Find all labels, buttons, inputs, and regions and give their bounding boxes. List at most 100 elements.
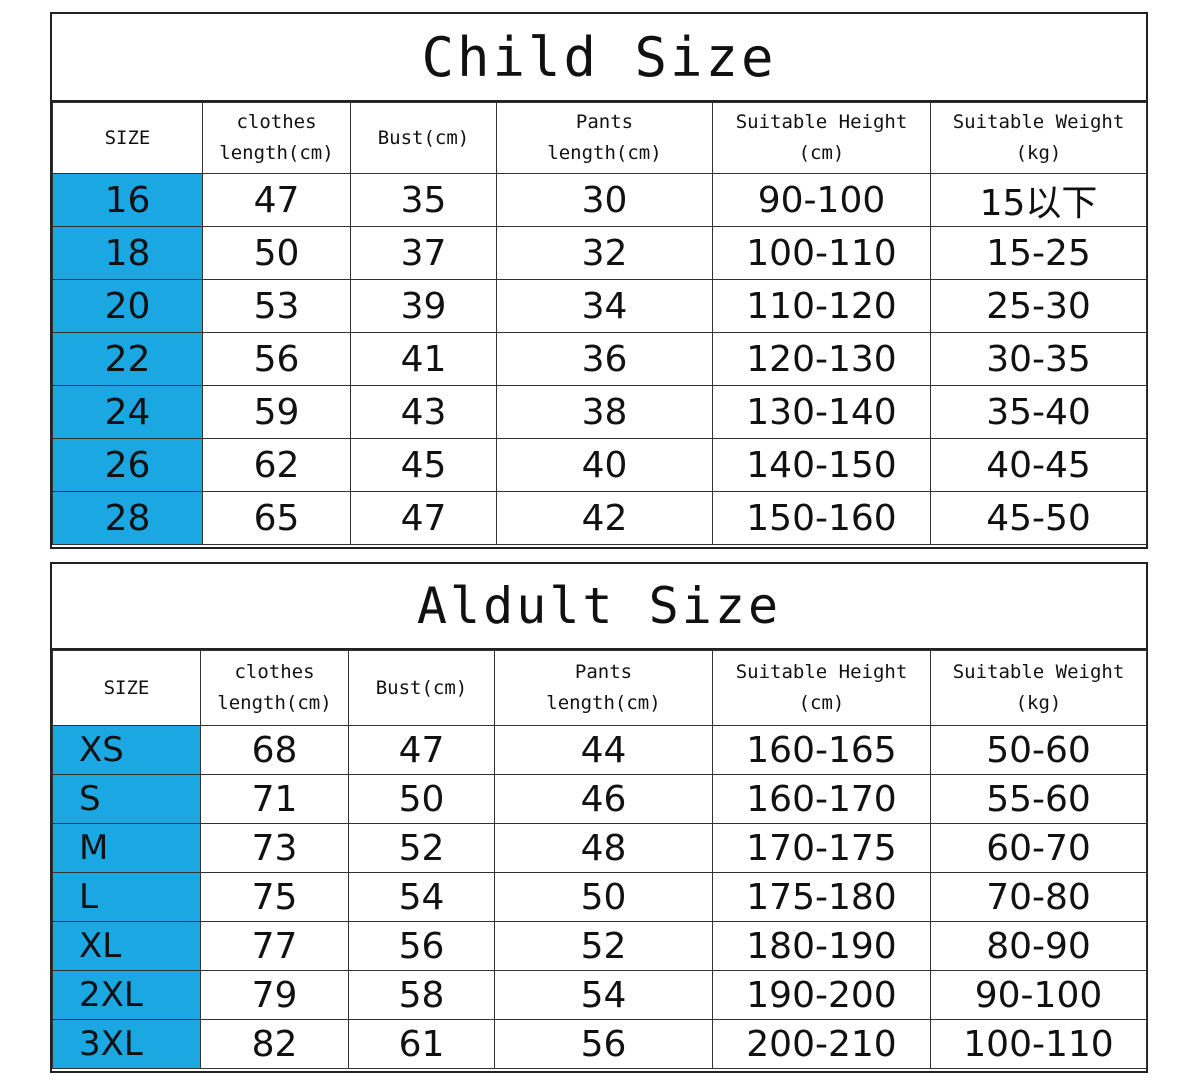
header-suitable-weight: Suitable Weight (kg): [930, 102, 1147, 174]
size-cell: 26: [52, 438, 203, 492]
weight-cell: 70-80: [930, 872, 1147, 922]
table-row: L 75 54 50 175-180 70-80: [52, 872, 1147, 922]
weight-cell: 80-90: [930, 921, 1147, 971]
adult-size-title: Aldult Size: [52, 564, 1146, 650]
bust-cell: 47: [348, 725, 495, 775]
weight-cell: 35-40: [930, 385, 1147, 439]
header-suitable-weight: Suitable Weight (kg): [930, 650, 1147, 726]
bust-cell: 58: [348, 970, 495, 1020]
child-size-table: SIZE clothes length(cm) Bust(cm) Pants l…: [52, 102, 1147, 545]
child-header-row: SIZE clothes length(cm) Bust(cm) Pants l…: [52, 102, 1147, 174]
size-cell: 2XL: [52, 970, 201, 1020]
size-cell: 18: [52, 226, 203, 280]
bust-cell: 61: [348, 1019, 495, 1069]
size-cell: 16: [52, 173, 203, 227]
bust-cell: 50: [348, 774, 495, 824]
pants-length-cell: 44: [494, 725, 713, 775]
adult-size-panel: Aldult Size SIZE clothes length(cm) Bust…: [50, 562, 1148, 1073]
weight-cell: 100-110: [930, 1019, 1147, 1069]
table-row: 18 50 37 32 100-110 15-25: [52, 226, 1147, 280]
table-row: 26 62 45 40 140-150 40-45: [52, 438, 1147, 492]
adult-header-row: SIZE clothes length(cm) Bust(cm) Pants l…: [52, 650, 1147, 726]
size-cell: XL: [52, 921, 201, 971]
size-cell: 3XL: [52, 1019, 201, 1069]
table-row: 16 47 35 30 90-100 15以下: [52, 173, 1147, 227]
pants-length-cell: 36: [496, 332, 713, 386]
height-cell: 190-200: [712, 970, 931, 1020]
height-cell: 160-170: [712, 774, 931, 824]
adult-size-table: SIZE clothes length(cm) Bust(cm) Pants l…: [52, 650, 1147, 1069]
header-bust: Bust(cm): [350, 102, 497, 174]
bust-cell: 37: [350, 226, 497, 280]
clothes-length-cell: 75: [200, 872, 349, 922]
header-pants-length: Pants length(cm): [494, 650, 713, 726]
clothes-length-cell: 82: [200, 1019, 349, 1069]
pants-length-cell: 42: [496, 491, 713, 545]
weight-cell: 55-60: [930, 774, 1147, 824]
height-cell: 130-140: [712, 385, 931, 439]
height-cell: 140-150: [712, 438, 931, 492]
height-cell: 100-110: [712, 226, 931, 280]
pants-length-cell: 48: [494, 823, 713, 873]
height-cell: 90-100: [712, 173, 931, 227]
size-cell: 24: [52, 385, 203, 439]
clothes-length-cell: 65: [202, 491, 351, 545]
pants-length-cell: 46: [494, 774, 713, 824]
table-row: M 73 52 48 170-175 60-70: [52, 823, 1147, 873]
bust-cell: 39: [350, 279, 497, 333]
bust-cell: 43: [350, 385, 497, 439]
child-table-body: 16 47 35 30 90-100 15以下 18 50 37 32 100-110 15-25 20…: [52, 173, 1147, 545]
height-cell: 160-165: [712, 725, 931, 775]
weight-cell: 45-50: [930, 491, 1147, 545]
header-pants-length: Pants length(cm): [496, 102, 713, 174]
height-cell: 175-180: [712, 872, 931, 922]
pants-length-cell: 40: [496, 438, 713, 492]
bust-cell: 54: [348, 872, 495, 922]
pants-length-cell: 32: [496, 226, 713, 280]
table-row: S 71 50 46 160-170 55-60: [52, 774, 1147, 824]
table-row: XS 68 47 44 160-165 50-60: [52, 725, 1147, 775]
table-row: 2XL 79 58 54 190-200 90-100: [52, 970, 1147, 1020]
weight-cell: 40-45: [930, 438, 1147, 492]
size-cell: 20: [52, 279, 203, 333]
header-clothes-length: clothes length(cm): [202, 102, 351, 174]
clothes-length-cell: 47: [202, 173, 351, 227]
child-size-title: Child Size: [52, 14, 1146, 102]
header-suitable-height: Suitable Height (cm): [712, 102, 931, 174]
pants-length-cell: 52: [494, 921, 713, 971]
bust-cell: 47: [350, 491, 497, 545]
size-cell: 28: [52, 491, 203, 545]
clothes-length-cell: 62: [202, 438, 351, 492]
weight-cell: 15以下: [930, 173, 1147, 227]
table-row: 28 65 47 42 150-160 45-50: [52, 491, 1147, 545]
bust-cell: 52: [348, 823, 495, 873]
weight-cell: 50-60: [930, 725, 1147, 775]
weight-cell: 90-100: [930, 970, 1147, 1020]
clothes-length-cell: 73: [200, 823, 349, 873]
table-row: 20 53 39 34 110-120 25-30: [52, 279, 1147, 333]
table-row: 22 56 41 36 120-130 30-35: [52, 332, 1147, 386]
size-cell: L: [52, 872, 201, 922]
bust-cell: 41: [350, 332, 497, 386]
table-row: 24 59 43 38 130-140 35-40: [52, 385, 1147, 439]
clothes-length-cell: 50: [202, 226, 351, 280]
table-row: XL 77 56 52 180-190 80-90: [52, 921, 1147, 971]
pants-length-cell: 34: [496, 279, 713, 333]
height-cell: 150-160: [712, 491, 931, 545]
height-cell: 180-190: [712, 921, 931, 971]
size-cell: 22: [52, 332, 203, 386]
pants-length-cell: 50: [494, 872, 713, 922]
bust-cell: 56: [348, 921, 495, 971]
header-size: SIZE: [52, 102, 203, 174]
header-clothes-length: clothes length(cm): [200, 650, 349, 726]
pants-length-cell: 56: [494, 1019, 713, 1069]
weight-cell: 30-35: [930, 332, 1147, 386]
clothes-length-cell: 77: [200, 921, 349, 971]
height-cell: 200-210: [712, 1019, 931, 1069]
child-size-panel: Child Size SIZE clothes length(cm) Bust(…: [50, 12, 1148, 549]
header-bust: Bust(cm): [348, 650, 495, 726]
bust-cell: 45: [350, 438, 497, 492]
weight-cell: 25-30: [930, 279, 1147, 333]
weight-cell: 15-25: [930, 226, 1147, 280]
pants-length-cell: 30: [496, 173, 713, 227]
